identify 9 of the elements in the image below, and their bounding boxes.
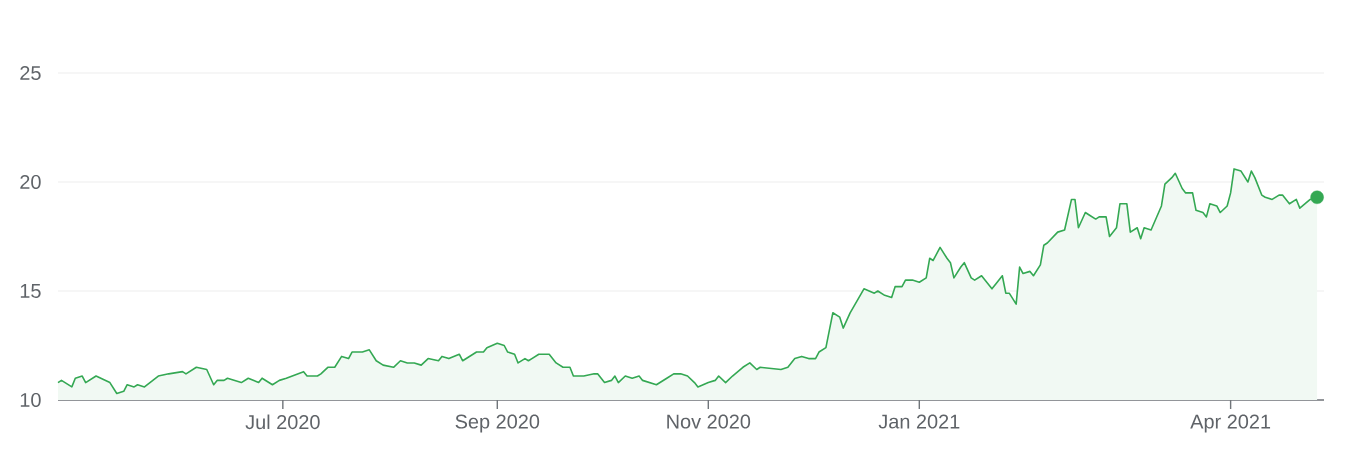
x-tick-label: Apr 2021	[1190, 414, 1271, 433]
y-tick-label: 15	[20, 284, 41, 298]
x-tick-label: Nov 2020	[667, 414, 751, 429]
y-tick-label: 10	[20, 392, 41, 408]
x-tick-label: Jul 2020	[245, 414, 320, 430]
x-tick-label: Jan 2021	[878, 414, 960, 429]
y-tick-label: 25	[20, 65, 41, 81]
x-tick-label: Sep 2020	[455, 414, 540, 433]
y-tick-label: 20	[20, 174, 41, 190]
